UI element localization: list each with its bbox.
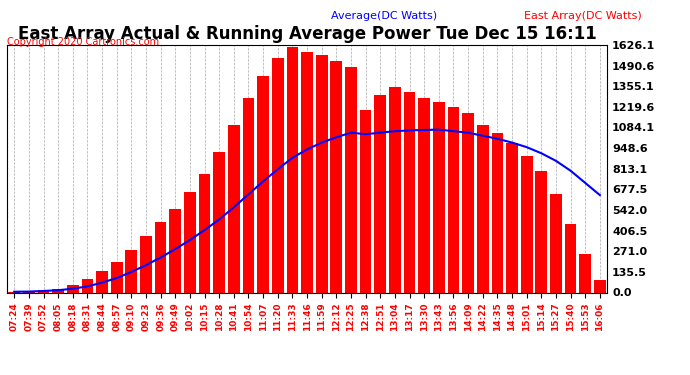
Bar — [228, 125, 239, 292]
Bar — [38, 290, 50, 292]
Bar — [184, 192, 196, 292]
Bar — [404, 92, 415, 292]
Bar — [389, 87, 401, 292]
Bar — [52, 289, 64, 292]
Bar — [535, 171, 547, 292]
Bar — [550, 194, 562, 292]
Text: Average(DC Watts): Average(DC Watts) — [331, 11, 437, 21]
Bar — [477, 125, 489, 292]
Bar — [286, 48, 298, 292]
Bar — [580, 255, 591, 292]
Text: Copyright 2020 Cartronics.com: Copyright 2020 Cartronics.com — [7, 37, 159, 47]
Bar — [155, 222, 166, 292]
Bar — [448, 107, 460, 292]
Bar — [81, 279, 93, 292]
Bar — [375, 94, 386, 292]
Bar — [257, 76, 269, 292]
Bar — [462, 113, 474, 292]
Bar — [140, 236, 152, 292]
Bar — [126, 250, 137, 292]
Bar — [433, 102, 444, 292]
Bar — [199, 174, 210, 292]
Bar — [67, 285, 79, 292]
Bar — [111, 262, 123, 292]
Text: East Array(DC Watts): East Array(DC Watts) — [524, 11, 642, 21]
Bar — [491, 133, 503, 292]
Bar — [316, 55, 328, 292]
Bar — [418, 98, 430, 292]
Title: East Array Actual & Running Average Power Tue Dec 15 16:11: East Array Actual & Running Average Powe… — [18, 26, 596, 44]
Bar — [170, 209, 181, 292]
Bar — [23, 291, 34, 292]
Bar — [594, 280, 606, 292]
Bar — [345, 67, 357, 292]
Bar — [243, 98, 255, 292]
Bar — [272, 58, 284, 292]
Bar — [96, 271, 108, 292]
Bar — [506, 143, 518, 292]
Bar — [302, 52, 313, 292]
Bar — [521, 156, 533, 292]
Bar — [564, 224, 576, 292]
Bar — [213, 153, 225, 292]
Bar — [359, 110, 371, 292]
Bar — [331, 61, 342, 292]
